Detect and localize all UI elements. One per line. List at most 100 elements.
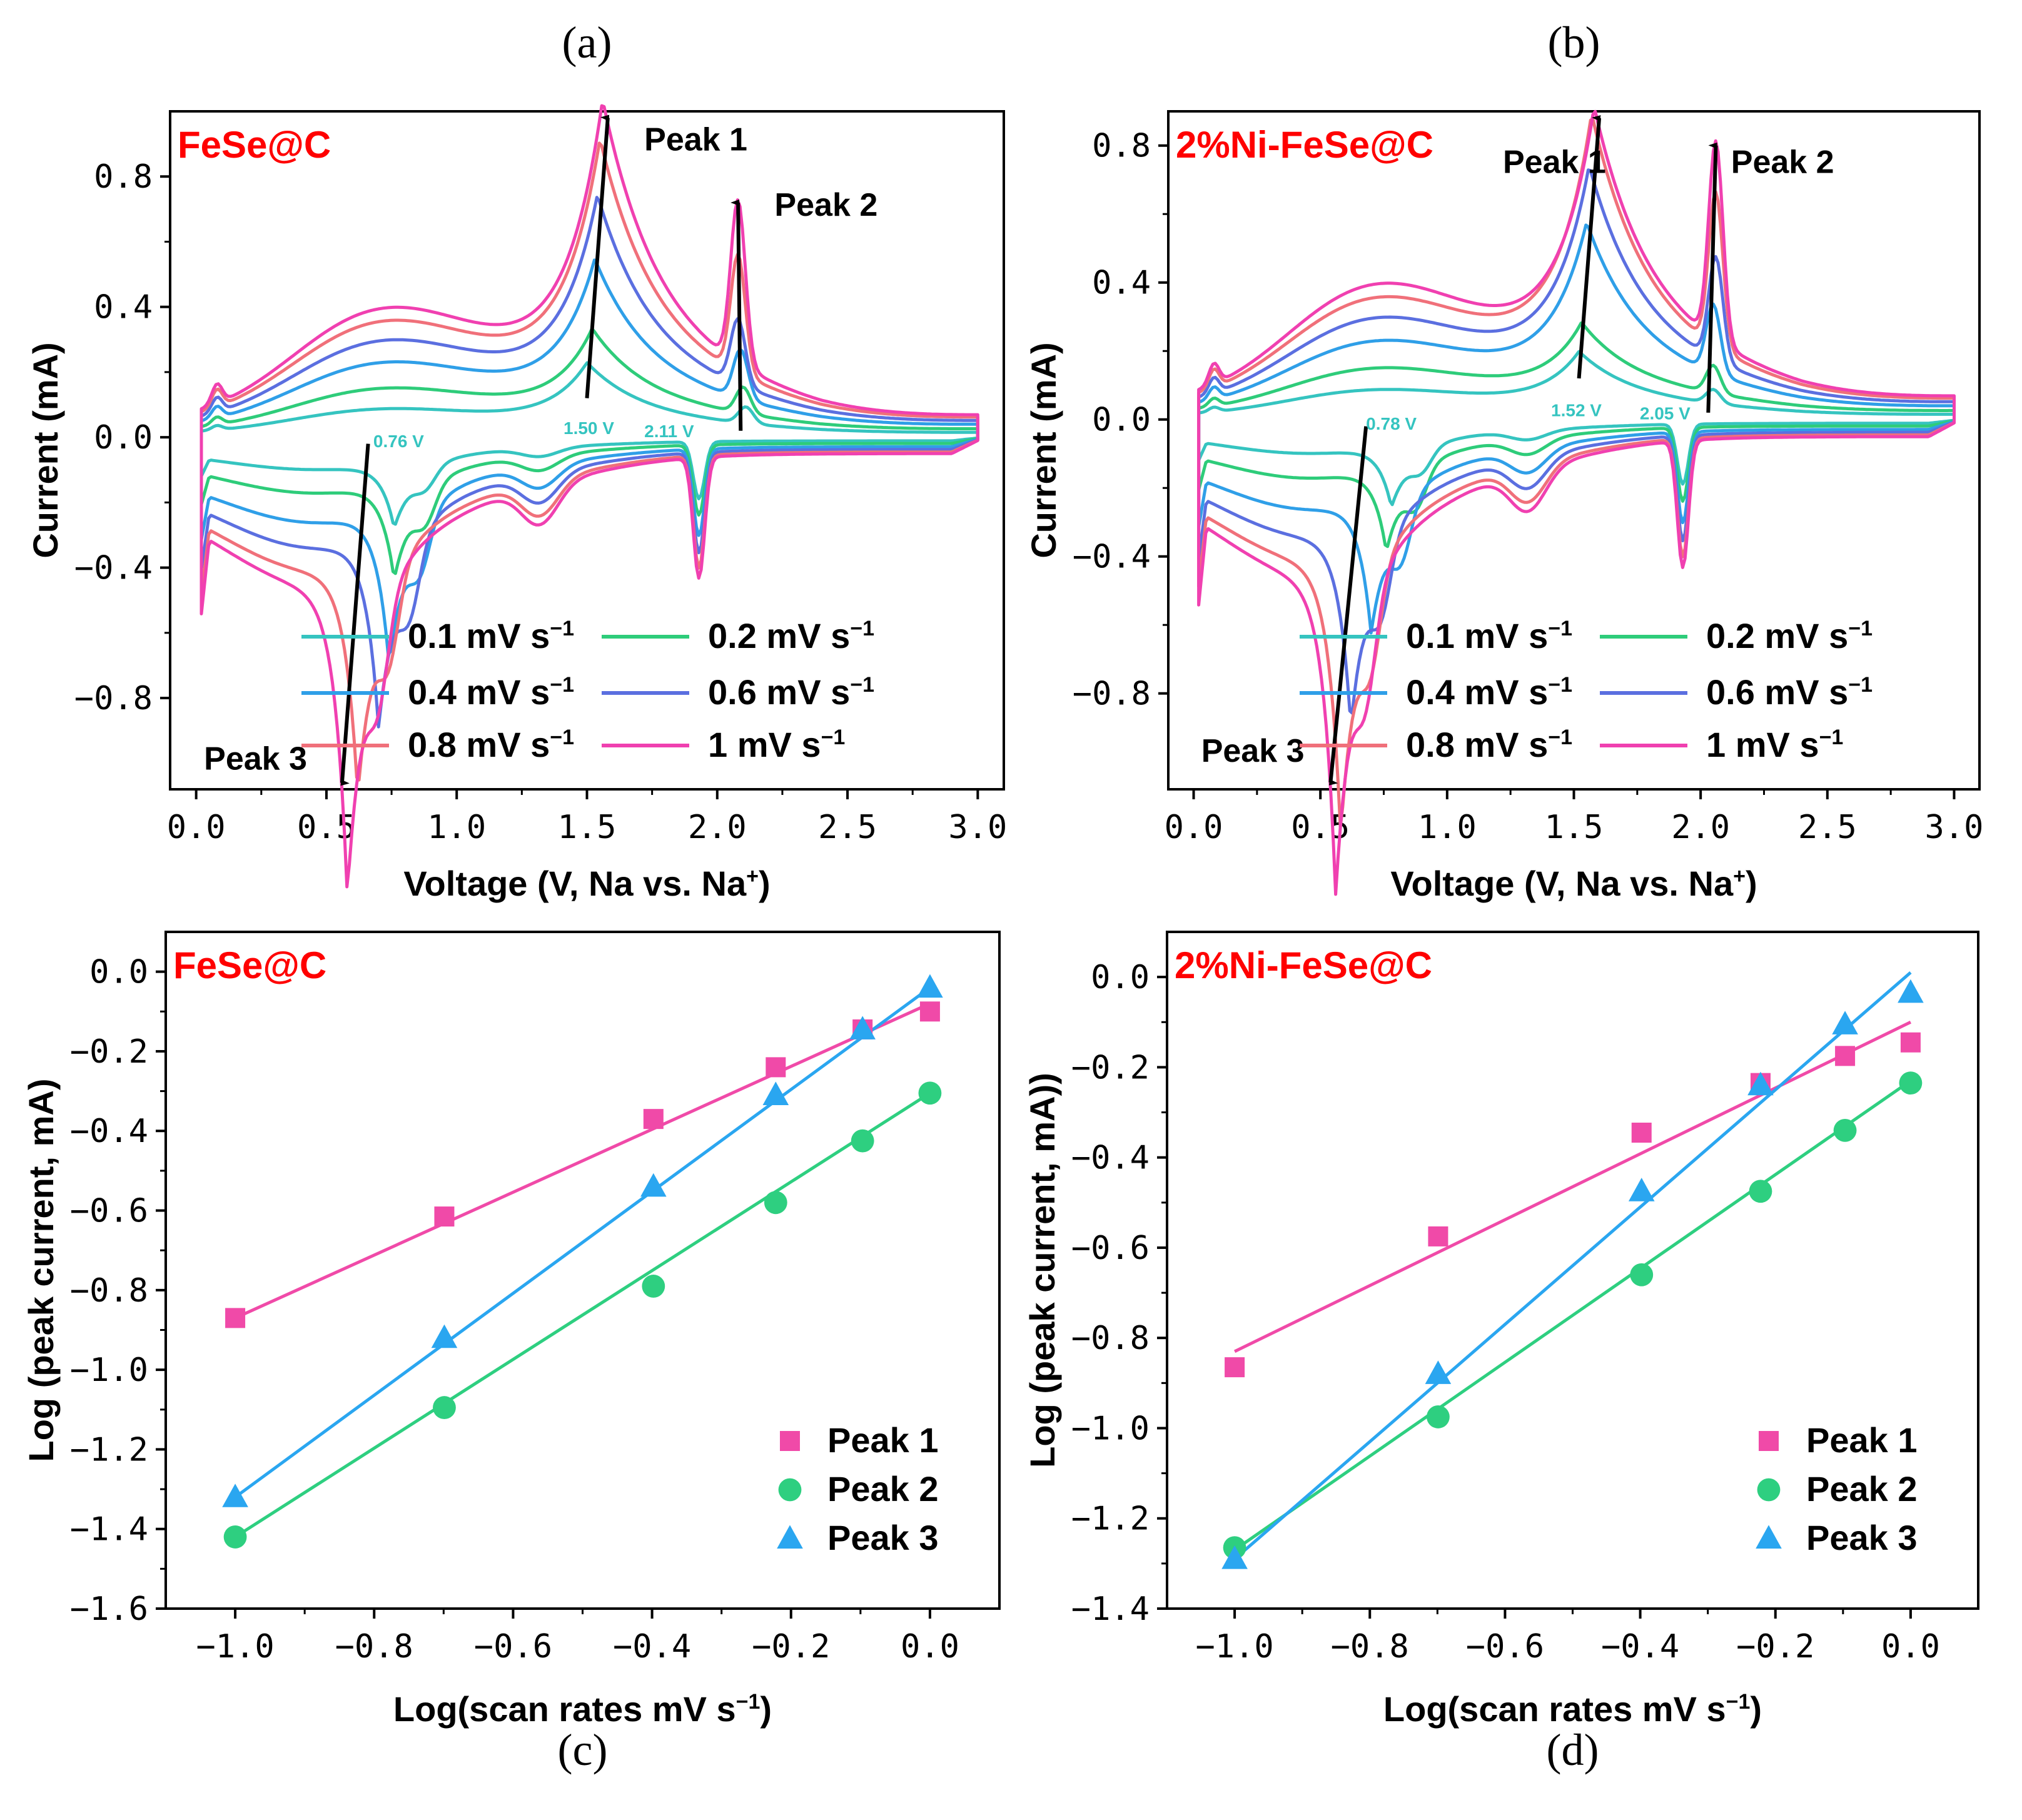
legend-label: 0.1 mV s−1 [408,616,574,655]
y-axis-title: Log (peak current, mA) [21,1079,61,1462]
legend-label-main: 1 mV s [1706,725,1819,764]
legend-label-sup: −1 [850,617,874,640]
data-point-triangle [1425,1360,1452,1384]
y-tick-label: −0.6 [1071,1230,1150,1267]
x-tick-label: 1.5 [558,809,617,846]
peak-label: Peak 2 [1731,144,1834,181]
x-tick-label: 0.0 [167,809,226,846]
x-axis-title-main: Log(scan rates mV s [1383,1689,1726,1729]
data-point-triangle [1832,1011,1858,1034]
legend-label: 0.6 mV s−1 [708,672,874,712]
legend-label: Peak 2 [1806,1469,1918,1509]
panel-letter: (b) [1548,18,1600,68]
data-point-square [1900,1032,1921,1053]
y-tick-label: 0.0 [1091,959,1150,996]
y-tick-label: −0.4 [1073,538,1151,576]
data-point-circle [1757,1478,1781,1502]
x-tick-label: −1.0 [1195,1628,1273,1666]
legend-label-main: 0.2 mV s [1706,616,1848,655]
y-tick-label: −1.2 [1071,1500,1150,1538]
cv-panel-b: 0.0 0.5 1.0 1.5 2.0 2.5 3.00.80.40.0−0.4−0.8Vo… [1024,18,1983,903]
legend-label: Peak 2 [827,1469,939,1509]
cv-curve-1-mV-s−1 [1197,109,1956,896]
x-tick-label: 2.5 [1798,809,1857,846]
peak-label: Peak 3 [1201,733,1305,769]
y-axis-title: Current (mA) [1024,342,1063,558]
x-tick-label: −1.0 [196,1628,274,1666]
data-point-triangle [762,1081,789,1105]
x-axis-title-main: Voltage (V, Na vs. Na [1390,864,1734,903]
x-axis-title-sup: −1 [736,1690,761,1714]
legend-label-main: 0.4 mV s [1406,672,1548,712]
legend-label-sup: −1 [1848,673,1873,697]
x-axis-title-sup: −1 [1726,1690,1751,1714]
legend-label-sup: −1 [821,725,846,749]
legend-label-sup: −1 [1548,725,1572,749]
legend-label-main: 0.6 mV s [1706,672,1848,712]
x-axis-title-main: Voltage (V, Na vs. Na [403,864,747,903]
legend-label: Peak 3 [827,1518,939,1557]
peak-label: Peak 2 [774,187,877,223]
data-point-square [1759,1431,1779,1451]
x-tick-label: 1.5 [1545,809,1604,846]
y-tick-label: −1.4 [70,1511,148,1549]
peak-arrow [730,199,743,431]
x-tick-label: −0.6 [1466,1628,1544,1666]
data-point-triangle [1898,979,1924,1003]
legend-label: 0.6 mV s−1 [1706,672,1873,712]
y-tick-label: 0.0 [1092,402,1151,439]
legend-label: 0.4 mV s−1 [1406,672,1572,712]
legend-label-sup: −1 [850,673,874,697]
legend-label-main: 0.4 mV s [408,672,550,712]
x-axis-title-sup: + [746,864,759,888]
y-tick-label: −0.2 [1071,1049,1150,1086]
data-point-square [1225,1357,1245,1378]
legend-label: 0.8 mV s−1 [1406,725,1572,764]
x-tick-label: 1.0 [427,809,486,846]
x-tick-label: 2.5 [818,809,877,846]
fit-line-Peak-1 [235,1002,931,1320]
x-tick-label: −0.6 [474,1628,552,1666]
x-tick-label: −0.4 [1601,1628,1679,1666]
data-point-triangle [222,1484,248,1507]
x-tick-label: −0.8 [1331,1628,1409,1666]
fit-line-Peak-2 [234,1091,931,1539]
x-tick-label: 0.5 [297,809,356,846]
x-axis-title-sup: + [1733,864,1746,888]
data-point-square [1835,1046,1856,1066]
sample-label: 2%Ni-FeSe@C [1175,944,1432,986]
legend-label: 0.8 mV s−1 [408,725,574,764]
data-point-circle [1899,1071,1923,1095]
voltage-label: 1.50 V [564,418,614,438]
legend-label: 0.1 mV s−1 [1406,616,1572,655]
y-tick-label: −1.2 [70,1431,148,1469]
data-point-square [919,1001,940,1022]
x-axis-title: Voltage (V, Na vs. Na+) [403,864,770,903]
voltage-label: 2.05 V [1640,404,1691,423]
data-point-circle [851,1129,874,1153]
x-tick-label: 1.0 [1418,809,1477,846]
legend-label-sup: −1 [1848,617,1873,640]
y-tick-label: −0.4 [70,1113,148,1150]
peak-arrow [1328,426,1368,786]
y-tick-label: −0.8 [1073,675,1151,713]
y-tick-label: 0.4 [1092,265,1151,302]
x-axis-title: Voltage (V, Na vs. Na+) [1390,864,1757,903]
sample-label: FeSe@C [178,124,331,166]
x-tick-label: 0.0 [1165,809,1223,846]
legend-label-sup: −1 [1548,673,1572,697]
peak-label: Peak 1 [644,122,747,158]
y-tick-label: 0.8 [1092,128,1151,165]
legend-label-main: 0.6 mV s [708,672,850,712]
data-point-square [1631,1122,1652,1143]
data-point-circle [778,1478,802,1502]
cv-panel-a: 0.0 0.5 1.0 1.5 2.0 2.5 3.0 0.8 0.4 0.0 −0.4 −0.8 Vo… [26,18,1007,903]
x-axis-title-end: ) [760,1689,772,1729]
x-axis-title-end: ) [759,864,771,903]
x-tick-label: 0.0 [1881,1628,1940,1666]
legend-label: Peak 1 [827,1420,939,1460]
y-tick-label: −1.0 [1071,1410,1150,1447]
x-tick-label: 3.0 [1925,809,1984,846]
x-tick-label: 2.0 [688,809,747,846]
